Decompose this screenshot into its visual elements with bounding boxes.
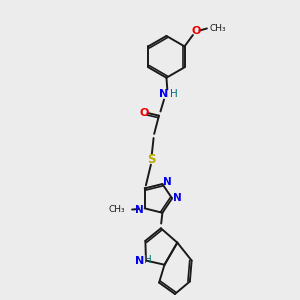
- Text: CH₃: CH₃: [109, 205, 125, 214]
- Text: O: O: [191, 26, 201, 37]
- Text: N: N: [173, 194, 182, 203]
- Text: O: O: [140, 108, 149, 118]
- Text: H: H: [144, 255, 152, 265]
- Text: N: N: [135, 256, 144, 266]
- Text: N: N: [135, 205, 144, 214]
- Text: S: S: [147, 153, 155, 166]
- Text: H: H: [170, 88, 178, 99]
- Text: CH₃: CH₃: [210, 24, 226, 33]
- Text: N: N: [163, 177, 172, 187]
- Text: N: N: [159, 89, 169, 99]
